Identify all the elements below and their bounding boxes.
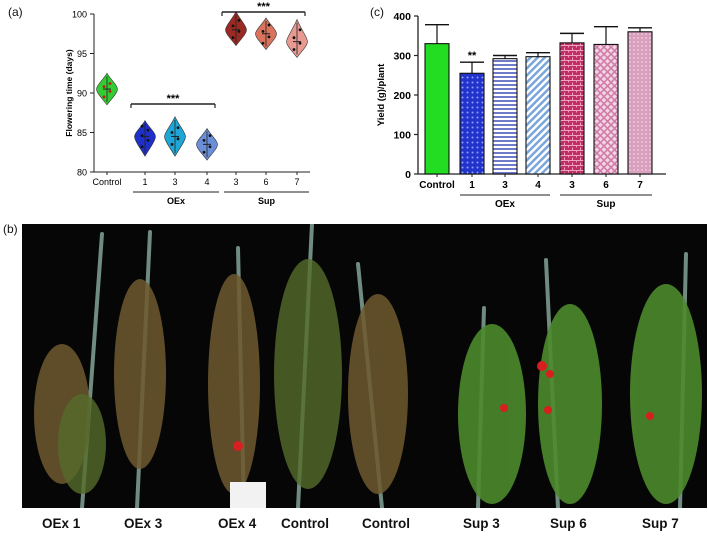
c-x-tick-label: 1 — [469, 180, 475, 191]
c-x-tick-label: 6 — [603, 180, 609, 191]
photo-label-control-1: Control — [281, 516, 329, 531]
violin-data-point — [237, 29, 241, 33]
c-y-tick-label: 400 — [393, 11, 411, 23]
violin-data-point — [108, 90, 112, 93]
violin-data-point — [261, 41, 265, 45]
plants-illustration — [22, 222, 707, 510]
c-group-label: Sup — [597, 199, 616, 210]
a-y-tick-label: 80 — [77, 168, 87, 178]
violin-data-point — [267, 23, 271, 27]
violin-data-point — [146, 128, 150, 132]
c-significance-label: ** — [468, 50, 477, 62]
a-x-tick-label: 7 — [294, 177, 299, 187]
violin-data-point — [176, 137, 180, 141]
violin-data-point — [267, 35, 271, 39]
violin-data-point — [231, 36, 235, 40]
violin-data-point — [208, 145, 212, 149]
c-x-tick-label: 3 — [502, 180, 508, 191]
a-group-label: OEx — [167, 196, 185, 206]
c-y-tick-label: 200 — [393, 90, 411, 102]
a-group-label: Sup — [258, 196, 276, 206]
a-x-tick-label: Control — [92, 177, 121, 187]
a-x-tick-label: 6 — [263, 177, 268, 187]
violin-data-point — [202, 150, 206, 154]
violin-data-point — [102, 85, 106, 89]
panel-label-a: (a) — [8, 5, 23, 19]
violin-data-point — [292, 36, 296, 40]
violin-data-point — [102, 95, 106, 99]
yield-bar-chart: 0 100 200 300 400 Yield (g)/plant Control 1 3 4 3… — [376, 11, 666, 210]
yield-bar — [525, 56, 551, 175]
c-y-tick-label: 100 — [393, 130, 411, 142]
a-significance-label: *** — [257, 1, 271, 13]
a-y-tick-label: 100 — [72, 10, 87, 20]
photo-label-oex4: OEx 4 — [218, 516, 257, 531]
yield-bar — [627, 31, 653, 175]
a-x-tick-label: 4 — [204, 177, 209, 187]
c-group-label: OEx — [495, 199, 515, 210]
photo-label-sup3: Sup 3 — [463, 516, 500, 531]
panel-label-b: (b) — [3, 222, 18, 236]
violin-data-point — [202, 139, 206, 142]
c-x-tick-label: 7 — [637, 180, 643, 191]
violin-data-point — [146, 139, 150, 142]
photo-label-oex1: OEx 1 — [42, 516, 81, 531]
a-y-axis-title: Flowering time (days) — [64, 49, 74, 137]
violin-data-point — [292, 48, 296, 51]
a-x-tick-label: 3 — [172, 177, 177, 187]
a-significance-label: *** — [167, 93, 181, 105]
a-y-tick-label: 90 — [77, 89, 87, 99]
photo-label-control-2: Control — [362, 516, 410, 531]
tomato-plants-photo — [22, 222, 707, 510]
violin-data-point — [170, 142, 174, 146]
violin-data-point — [140, 124, 144, 128]
c-y-axis-title: Yield (g)/plant — [376, 63, 387, 126]
violin-data-point — [298, 28, 302, 32]
c-x-tick-label: 3 — [569, 180, 575, 191]
violin-data-point — [108, 82, 112, 85]
photo-label-sup6: Sup 6 — [550, 516, 587, 531]
violin-data-point — [170, 131, 174, 134]
c-x-tick-label: 4 — [535, 180, 541, 191]
c-y-tick-label: 300 — [393, 51, 411, 63]
flowering-time-violin-chart: 80 85 90 95 100 Flowering time (days) Control… — [64, 1, 310, 206]
violin-data-point — [208, 134, 212, 138]
c-y-tick-label: 0 — [405, 169, 411, 181]
yield-bar — [459, 72, 485, 175]
a-y-tick-label: 85 — [77, 128, 87, 138]
violin-data-point — [237, 18, 241, 22]
a-x-tick-label: 3 — [233, 177, 238, 187]
violin-data-point — [140, 145, 144, 149]
a-y-tick-label: 95 — [77, 49, 87, 59]
yield-bar — [492, 58, 518, 175]
violin-data-point — [176, 126, 180, 130]
photo-label-sup7: Sup 7 — [642, 516, 679, 531]
yield-bar — [559, 42, 585, 175]
violin-data-point — [231, 24, 235, 28]
a-x-tick-label: 1 — [142, 177, 147, 187]
panel-label-c: (c) — [370, 5, 384, 19]
violin-data-point — [261, 29, 265, 33]
photo-label-oex3: OEx 3 — [124, 516, 163, 531]
violin-data-point — [140, 134, 144, 138]
c-x-tick-label: Control — [419, 180, 455, 191]
yield-bar — [593, 43, 619, 175]
yield-bar — [424, 43, 450, 175]
violin-data-point — [298, 41, 302, 45]
